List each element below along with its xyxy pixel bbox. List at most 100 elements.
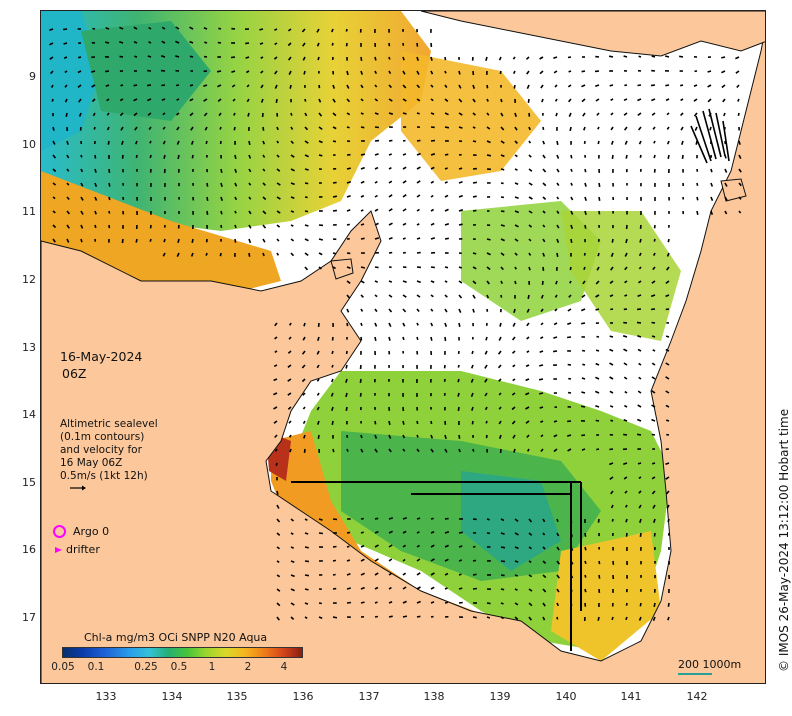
velocity-arrow <box>498 420 502 425</box>
velocity-arrow <box>667 154 670 159</box>
velocity-arrow <box>119 98 124 102</box>
velocity-arrow <box>511 350 516 354</box>
velocity-arrow <box>416 139 421 142</box>
velocity-arrow <box>584 224 587 229</box>
velocity-arrow <box>176 98 180 101</box>
velocity-arrow <box>581 84 586 88</box>
velocity-arrow <box>260 56 264 59</box>
velocity-arrow <box>388 586 392 590</box>
velocity-arrow <box>458 448 461 453</box>
velocity-arrow <box>359 364 362 370</box>
velocity-arrow <box>638 362 642 366</box>
time-line: 06Z <box>62 366 87 381</box>
velocity-arrow <box>486 154 492 157</box>
velocity-arrow <box>581 349 586 352</box>
velocity-arrow <box>498 392 502 396</box>
velocity-arrow <box>570 168 573 172</box>
velocity-arrow <box>651 112 656 116</box>
colorbar <box>62 647 303 658</box>
velocity-arrow <box>500 602 504 605</box>
velocity-arrow <box>581 434 586 437</box>
velocity-arrow <box>498 336 502 341</box>
velocity-arrow <box>707 98 712 103</box>
velocity-arrow <box>318 266 322 270</box>
velocity-arrow <box>332 84 336 89</box>
velocity-arrow <box>290 210 295 213</box>
velocity-arrow <box>388 517 394 520</box>
velocity-arrow <box>526 434 530 439</box>
velocity-arrow <box>52 140 56 145</box>
velocity-arrow <box>374 336 377 342</box>
velocity-arrow <box>304 266 309 271</box>
velocity-arrow <box>458 601 463 604</box>
velocity-arrow <box>161 84 166 87</box>
velocity-arrow <box>119 55 124 58</box>
velocity-arrow <box>318 616 323 619</box>
velocity-arrow <box>360 586 365 590</box>
velocity-arrow <box>665 335 670 338</box>
velocity-arrow <box>528 518 533 523</box>
velocity-arrow <box>525 406 530 410</box>
velocity-arrow <box>290 224 294 227</box>
velocity-arrow <box>486 280 490 285</box>
velocity-arrow <box>514 266 517 270</box>
velocity-arrow <box>93 126 96 130</box>
velocity-arrow <box>290 546 295 549</box>
velocity-arrow <box>581 377 586 380</box>
map-frame[interactable] <box>40 10 766 684</box>
velocity-arrow <box>472 195 477 198</box>
velocity-arrow <box>538 378 544 381</box>
velocity-arrow <box>472 308 475 313</box>
velocity-arrow <box>652 504 656 509</box>
velocity-arrow <box>175 84 180 87</box>
velocity-arrow <box>204 41 208 44</box>
velocity-arrow <box>163 238 166 243</box>
velocity-arrow <box>316 42 320 47</box>
velocity-arrow <box>402 308 407 313</box>
velocity-arrow <box>330 378 334 383</box>
velocity-arrow <box>595 362 600 366</box>
velocity-arrow <box>542 168 547 173</box>
velocity-arrow <box>472 266 477 270</box>
velocity-arrow <box>458 573 462 576</box>
velocity-arrow <box>304 518 308 522</box>
velocity-arrow <box>248 154 252 159</box>
velocity-arrow <box>525 378 530 382</box>
velocity-arrow <box>584 168 587 173</box>
velocity-arrow <box>680 98 684 102</box>
velocity-arrow <box>610 490 614 495</box>
velocity-arrow <box>444 280 448 283</box>
latitude-label: 14 <box>22 408 36 421</box>
velocity-arrow <box>146 84 152 87</box>
velocity-arrow <box>581 70 586 73</box>
velocity-arrow <box>346 294 351 299</box>
velocity-arrow <box>260 84 264 89</box>
velocity-arrow <box>444 181 448 184</box>
velocity-arrow <box>416 586 421 590</box>
velocity-arrow <box>231 70 236 74</box>
velocity-arrow <box>542 518 546 523</box>
velocity-arrow <box>486 616 491 619</box>
velocity-arrow <box>528 210 533 214</box>
velocity-arrow <box>346 70 349 76</box>
velocity-arrow <box>430 517 434 520</box>
velocity-arrow <box>444 153 449 156</box>
velocity-arrow <box>430 237 436 240</box>
velocity-arrow <box>105 41 110 44</box>
velocity-arrow <box>527 98 530 104</box>
velocity-arrow <box>276 154 280 158</box>
velocity-arrow <box>609 476 614 481</box>
velocity-arrow <box>542 238 546 243</box>
velocity-arrow <box>316 392 320 396</box>
velocity-arrow <box>402 530 407 534</box>
velocity-arrow <box>134 55 138 58</box>
velocity-arrow <box>486 140 491 144</box>
velocity-arrow <box>332 181 337 184</box>
velocity-arrow <box>651 280 656 284</box>
velocity-arrow <box>665 376 670 380</box>
map-canvas[interactable] <box>41 11 766 684</box>
velocity-arrow <box>177 238 180 244</box>
velocity-arrow <box>665 308 670 311</box>
velocity-arrow <box>667 602 670 607</box>
velocity-arrow <box>273 378 278 382</box>
